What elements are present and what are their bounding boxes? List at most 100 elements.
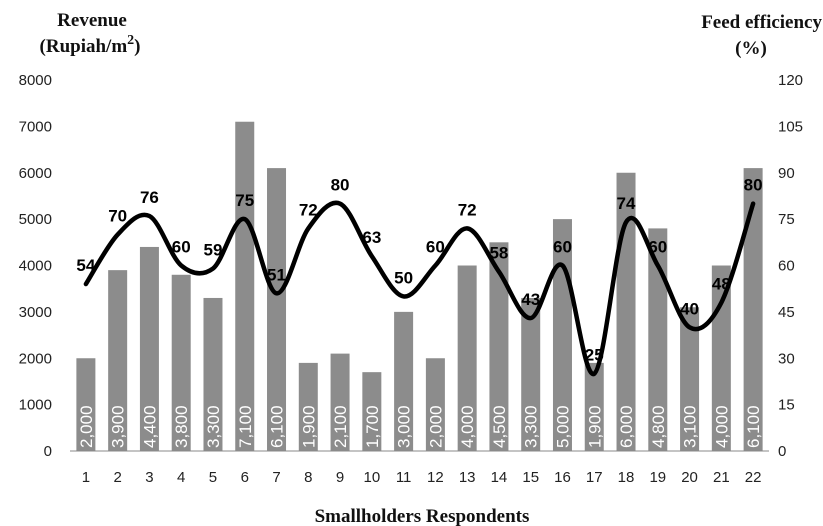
line-label: 60 (172, 238, 191, 257)
y-left-title-unit: (Rupiah/m (40, 36, 128, 57)
y-left-tick-label: 4000 (19, 258, 52, 275)
y-right-tick-label: 30 (778, 350, 795, 367)
line-label: 80 (331, 176, 350, 195)
y-left-tick-label: 1000 (19, 397, 52, 414)
bar-label: 2,000 (426, 405, 445, 448)
line-label: 50 (394, 268, 413, 287)
bar-label: 4,000 (458, 405, 477, 448)
line-label: 70 (108, 207, 127, 226)
bar (743, 168, 763, 452)
bar-label: 3,100 (681, 405, 700, 448)
y-left-tick-label: 0 (44, 443, 52, 460)
line-label: 51 (267, 265, 286, 284)
line-label: 63 (362, 228, 381, 247)
bar-label: 5,000 (553, 405, 572, 448)
line-label: 80 (744, 176, 763, 195)
line-label: 60 (426, 238, 445, 257)
x-tick-label: 15 (522, 469, 539, 486)
y-left-tick-label: 3000 (19, 304, 52, 321)
feed-efficiency-line (83, 200, 756, 376)
y-right-tick-label: 60 (778, 258, 795, 275)
x-tick-label: 13 (459, 469, 476, 486)
line-label: 76 (140, 188, 159, 207)
bar-label: 3,000 (395, 405, 414, 448)
bar-label: 4,800 (649, 405, 668, 448)
x-tick-label: 9 (336, 469, 344, 486)
y-right-tick-label: 75 (778, 211, 795, 228)
bar (457, 265, 477, 451)
x-tick-label: 11 (396, 469, 412, 486)
y-right-tick-label: 45 (778, 304, 795, 321)
bar (362, 372, 382, 451)
bar (203, 297, 223, 451)
y-left-title-close: ) (134, 36, 140, 57)
x-tick-label: 16 (554, 469, 571, 486)
y-right-tick-label: 90 (778, 165, 795, 182)
line-label: 72 (458, 200, 477, 219)
bar-label: 6,100 (744, 405, 763, 448)
bar-label: 2,000 (77, 405, 96, 448)
bar-label: 1,900 (585, 405, 604, 448)
bar (171, 274, 191, 451)
bar-label: 3,300 (204, 405, 223, 448)
x-tick-label: 12 (427, 469, 444, 486)
line-labels: 54 70 76 60 59 75 51 72 80 63 50 60 72 58 43 60 25 74 60 40… (76, 176, 762, 365)
x-tick-label: 18 (618, 469, 635, 486)
line-label: 60 (553, 238, 572, 257)
x-tick-label: 17 (586, 469, 603, 486)
y-right-title-line2: (%) (735, 38, 767, 59)
x-tick-label: 19 (649, 469, 666, 486)
x-tick-label: 7 (272, 469, 280, 486)
y-left-tick-label: 2000 (19, 350, 52, 367)
y-left-tick-label: 8000 (19, 72, 52, 89)
bar-label: 3,800 (172, 405, 191, 448)
line-label: 59 (204, 241, 223, 260)
y-right-tick-label: 105 (778, 118, 803, 135)
x-tick-label: 2 (113, 469, 121, 486)
y-left-title-line1: Revenue (57, 10, 127, 31)
x-tick-label: 20 (681, 469, 698, 486)
x-tick-label: 10 (363, 469, 380, 486)
y-left-tick-label: 7000 (19, 118, 52, 135)
bar (108, 270, 128, 451)
x-axis-title: Smallholders Respondents (315, 506, 530, 526)
x-tick-label: 8 (304, 469, 312, 486)
bar (139, 246, 159, 451)
y-left-tick-label: 5000 (19, 211, 52, 228)
bar (235, 121, 255, 452)
line-label: 40 (680, 299, 699, 318)
y-right-title-line1: Feed efficiency (701, 12, 822, 33)
bar-label: 2,100 (331, 405, 350, 448)
line-label: 43 (521, 290, 540, 309)
y-left-title-line2: (Rupiah/m2) (40, 33, 141, 57)
y-right-tick-label: 15 (778, 397, 795, 414)
y-left-ticks: 0 1000 2000 3000 4000 5000 6000 7000 8000 (19, 72, 52, 460)
bar-label: 4,500 (490, 405, 509, 448)
line-label: 60 (648, 238, 667, 257)
bar-label: 6,000 (617, 405, 636, 448)
bar-label: 3,300 (522, 405, 541, 448)
line-label: 74 (617, 194, 636, 213)
bar-label: 7,100 (236, 405, 255, 448)
x-tick-label: 22 (745, 469, 762, 486)
y-left-title-superscript: 2 (127, 33, 134, 48)
bar-label: 4,000 (712, 405, 731, 448)
bar (298, 362, 318, 451)
bar (330, 353, 350, 451)
bar (584, 362, 604, 451)
bar (76, 358, 96, 451)
line-label: 72 (299, 200, 318, 219)
x-tick-label: 4 (177, 469, 185, 486)
line-label: 75 (235, 191, 254, 210)
bar (425, 358, 445, 451)
x-ticks: 1 2 3 4 5 6 7 8 9 10 11 12 13 14 15 16 17 18 19 20 21 22 (82, 469, 762, 486)
bar-labels: 2,000 3,900 4,400 3,800 3,300 7,100 6,100 1,900… (77, 405, 763, 448)
bar (521, 297, 541, 451)
bar-label: 3,900 (109, 405, 128, 448)
x-tick-label: 14 (491, 469, 508, 486)
line-label: 48 (712, 275, 731, 294)
line-label: 25 (585, 346, 604, 365)
x-tick-label: 3 (145, 469, 153, 486)
x-tick-label: 1 (82, 469, 90, 486)
